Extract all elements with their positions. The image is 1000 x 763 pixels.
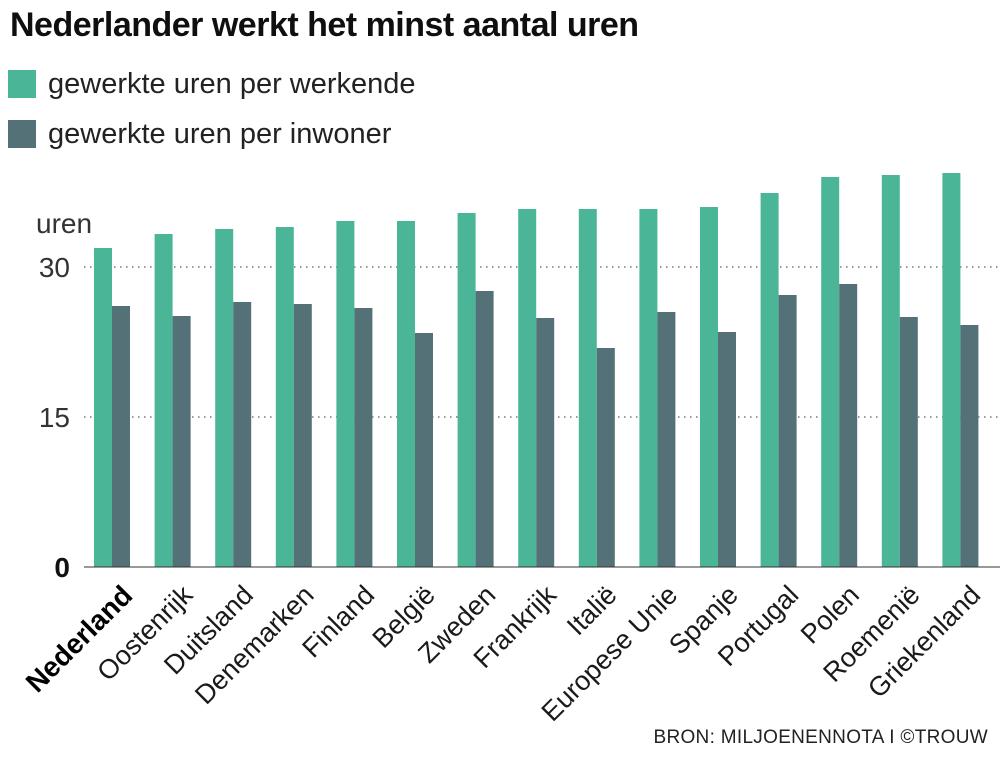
y-tick-label-30: 30 <box>39 252 70 283</box>
legend-item-inwoner: gewerkte uren per inwoner <box>8 117 391 151</box>
y-axis-label: uren <box>36 208 92 239</box>
y-tick-label-15: 15 <box>39 402 70 433</box>
bar-inwoner-7 <box>536 318 555 567</box>
bar-werkende-1 <box>154 234 173 567</box>
legend-label-inwoner: gewerkte uren per inwoner <box>48 117 392 150</box>
bar-werkende-7 <box>518 209 537 567</box>
legend-swatch-werkende <box>8 70 36 98</box>
bar-werkende-2 <box>215 229 234 567</box>
bar-werkende-12 <box>821 177 840 567</box>
bar-werkende-3 <box>275 227 294 567</box>
bar-werkende-8 <box>578 209 597 567</box>
legend-swatch-inwoner <box>8 120 36 148</box>
bar-inwoner-9 <box>657 312 676 567</box>
bar-werkende-0 <box>94 248 112 567</box>
bar-werkende-14 <box>942 173 961 567</box>
legend-item-werkende: gewerkte uren per werkende <box>8 67 416 101</box>
bar-werkende-4 <box>336 221 355 567</box>
bar-werkende-6 <box>457 213 476 567</box>
bar-inwoner-13 <box>899 317 918 567</box>
bar-inwoner-10 <box>718 332 736 567</box>
bar-inwoner-2 <box>233 302 252 567</box>
source-credit: BRON: MILJOENENNOTA I ©TROUW <box>653 727 988 748</box>
bar-inwoner-1 <box>172 316 191 567</box>
chart-title: Nederlander werkt het minst aantal uren <box>10 6 639 44</box>
bar-werkende-5 <box>397 221 415 567</box>
bar-inwoner-6 <box>475 291 494 567</box>
bar-inwoner-0 <box>112 306 130 567</box>
bar-werkende-11 <box>760 193 779 567</box>
bar-werkende-10 <box>700 207 718 567</box>
bar-inwoner-14 <box>960 325 979 567</box>
bar-werkende-13 <box>881 175 900 567</box>
y-tick-label-0: 0 <box>54 552 70 583</box>
bar-inwoner-3 <box>293 304 312 567</box>
bar-inwoner-11 <box>778 295 797 567</box>
bar-inwoner-8 <box>596 348 615 567</box>
legend-label-werkende: gewerkte uren per werkende <box>48 67 416 100</box>
bar-werkende-9 <box>639 209 658 567</box>
bar-inwoner-5 <box>415 333 433 567</box>
bar-inwoner-4 <box>354 308 373 567</box>
bar-inwoner-12 <box>839 284 858 567</box>
